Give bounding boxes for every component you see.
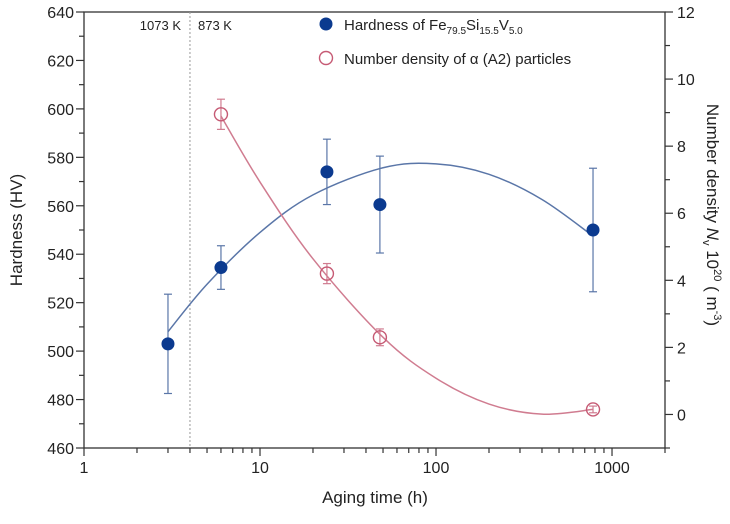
y-tick-label: 620 [47,53,74,70]
data-point [161,337,175,351]
data-point [373,198,387,212]
y2-tick-label: 12 [677,5,695,22]
y-axis-label: Hardness (HV) [7,174,26,286]
y-tick-label: 560 [47,199,74,216]
y2-tick-label: 8 [677,139,686,156]
y-tick-label: 580 [47,150,74,167]
x-tick-label: 1 [80,460,89,477]
legend-marker-density [318,50,334,66]
legend-label-density: Number density of α (A2) particles [344,51,571,68]
y2-tick-label: 10 [677,72,695,89]
y-tick-label: 500 [47,344,74,361]
x-axis-label: Aging time (h) [322,488,428,507]
data-point [320,165,334,179]
data-point [372,330,388,345]
data-point [319,266,335,281]
legend: Hardness of Fe79.5Si15.5V5.0 Number dens… [318,17,571,68]
data-point [214,261,228,275]
y2-tick-label: 4 [677,273,686,290]
legend-marker-hardness [319,17,333,31]
y-tick-label: 540 [47,247,74,264]
y-tick-label: 480 [47,393,74,410]
data-point [585,402,601,417]
y-tick-label: 520 [47,296,74,313]
y2-tick-label: 2 [677,340,686,357]
y2-axis-label: Number density Nv 1020 ( m-3) [700,104,723,326]
fit-curve-1 [220,115,594,415]
data-point [586,223,600,237]
axes: 1 10 100 1000460480500520540560580600620640… [47,5,695,477]
y-tick-label: 640 [47,5,74,22]
data-point [213,107,229,122]
y2-tick-label: 0 [677,407,686,424]
plot-frame [83,11,666,449]
legend-label-hardness: Hardness of Fe79.5Si15.5V5.0 [344,17,523,37]
y-tick-label: 460 [47,441,74,458]
x-tick-label: 10 [251,460,269,477]
annotation-873k: 873 K [198,18,232,33]
marks [161,98,601,417]
annotation-1073k: 1073 K [140,18,182,33]
x-tick-label: 100 [423,460,450,477]
y-tick-label: 600 [47,102,74,119]
x-tick-label: 1000 [594,460,630,477]
y2-tick-label: 6 [677,206,686,223]
